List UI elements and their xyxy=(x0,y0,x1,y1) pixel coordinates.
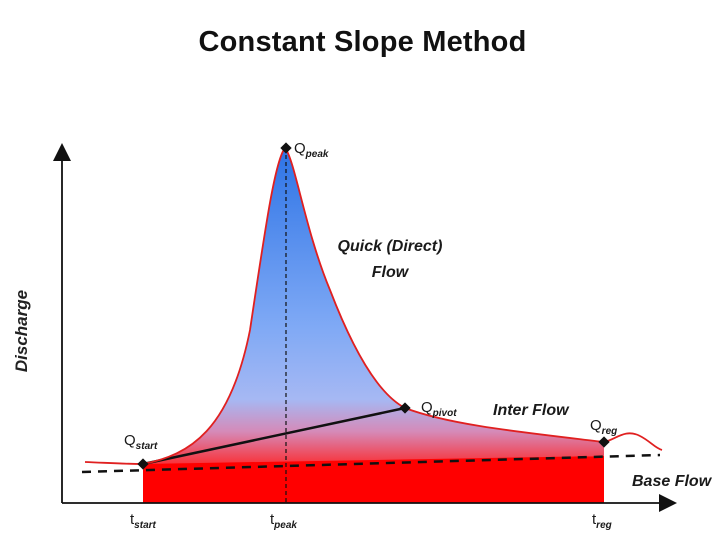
quick-flow-label-line1: Quick (Direct) xyxy=(338,238,443,255)
q-start-marker xyxy=(137,458,149,470)
q-reg-marker xyxy=(598,436,610,448)
base-flow-label: Base Flow xyxy=(632,473,713,490)
diagram-title: Constant Slope Method xyxy=(198,26,527,58)
q-peak-label: Qpeak xyxy=(294,140,329,160)
base-flow-dashed-line xyxy=(81,453,661,474)
q-reg-label: Qreg xyxy=(590,417,617,437)
q-pivot-label: Qpivot xyxy=(421,399,457,419)
q-pivot-marker xyxy=(399,402,411,414)
inter-flow-label: Inter Flow xyxy=(493,402,570,419)
t-start-label: tstart xyxy=(130,511,157,531)
t-reg-label: treg xyxy=(592,511,612,531)
quick-inter-flow-area xyxy=(143,148,604,466)
t-peak-label: tpeak xyxy=(270,511,297,531)
separation-slope-line xyxy=(142,406,406,466)
quick-flow-label-line2: Flow xyxy=(372,264,410,281)
q-peak-marker xyxy=(280,142,292,154)
q-start-label: Qstart xyxy=(124,432,158,452)
